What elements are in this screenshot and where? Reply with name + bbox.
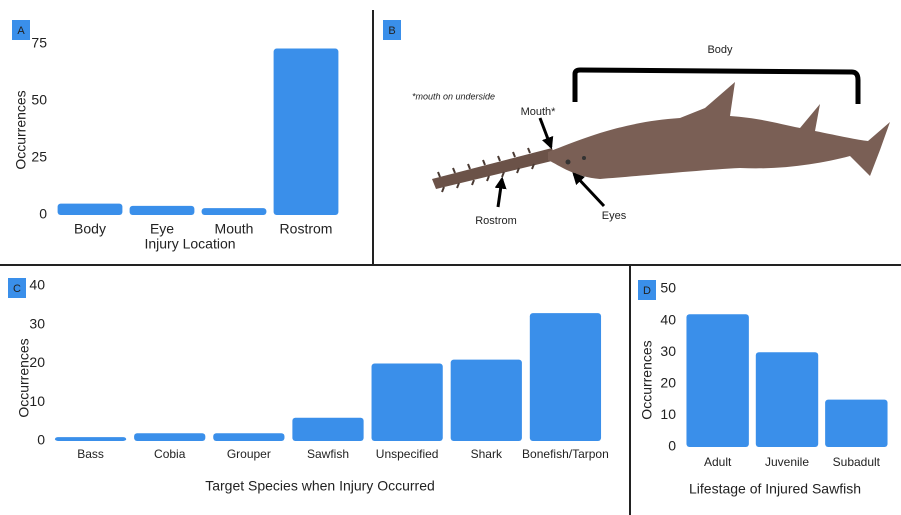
bar xyxy=(825,400,887,447)
bar xyxy=(213,433,284,441)
x-tick-label: Subadult xyxy=(833,455,881,469)
x-tick-label: Shark xyxy=(471,447,503,461)
y-tick-label: 20 xyxy=(29,354,45,370)
x-tick-label: Bass xyxy=(77,447,104,461)
panel-label: A xyxy=(17,25,25,37)
panel-label: C xyxy=(13,283,21,295)
bar xyxy=(292,418,363,441)
x-tick-label: Grouper xyxy=(227,447,271,461)
bar xyxy=(756,352,818,447)
x-tick-label: Body xyxy=(74,221,106,237)
x-tick-label: Mouth xyxy=(215,221,254,237)
bar xyxy=(202,208,267,215)
y-tick-label: 50 xyxy=(31,92,47,108)
x-tick-label: Rostrom xyxy=(280,221,333,237)
x-axis-title: Injury Location xyxy=(144,236,235,252)
y-tick-label: 10 xyxy=(29,393,45,409)
x-tick-label: Unspecified xyxy=(376,447,439,461)
bar xyxy=(134,433,205,441)
sawfish-eye xyxy=(582,156,586,160)
y-tick-label: 40 xyxy=(660,311,676,327)
x-tick-label: Eye xyxy=(150,221,174,237)
figure: B Body *mouth on underside Mouth* Rostro… xyxy=(0,0,901,515)
y-tick-label: 75 xyxy=(31,35,47,51)
bar xyxy=(451,360,522,441)
y-tick-label: 20 xyxy=(660,375,676,391)
y-axis-title: Occurrences xyxy=(16,338,32,417)
x-tick-label: Bonefish/Tarpon xyxy=(522,447,609,461)
x-axis-title: Lifestage of Injured Sawfish xyxy=(689,481,861,497)
y-tick-label: 40 xyxy=(29,277,45,293)
y-tick-label: 30 xyxy=(29,315,45,331)
mouth-label: Mouth* xyxy=(521,106,557,118)
bar xyxy=(274,49,339,215)
y-axis-title: Occurrences xyxy=(13,90,29,169)
y-tick-label: 0 xyxy=(668,438,676,454)
bar xyxy=(130,206,195,215)
bar xyxy=(58,204,123,215)
x-axis-title: Target Species when Injury Occurred xyxy=(205,478,435,494)
bar xyxy=(686,314,748,447)
y-tick-label: 50 xyxy=(660,280,676,296)
y-tick-label: 0 xyxy=(37,432,45,448)
y-tick-label: 25 xyxy=(31,149,47,165)
eyes-label: Eyes xyxy=(602,210,627,222)
bar xyxy=(530,313,601,441)
y-tick-label: 0 xyxy=(39,206,47,222)
y-tick-label: 10 xyxy=(660,406,676,422)
y-axis-title: Occurrences xyxy=(639,340,655,419)
bar xyxy=(372,364,443,442)
panel-label: B xyxy=(388,25,395,37)
mouth-note: *mouth on underside xyxy=(412,91,495,101)
rostrom-label: Rostrom xyxy=(475,215,517,227)
sawfish-eye xyxy=(566,160,571,165)
x-tick-label: Cobia xyxy=(154,447,186,461)
y-tick-label: 30 xyxy=(660,343,676,359)
body-label: Body xyxy=(707,44,733,56)
x-tick-label: Adult xyxy=(704,455,732,469)
panel-label: D xyxy=(643,285,651,297)
x-tick-label: Sawfish xyxy=(307,447,349,461)
x-tick-label: Juvenile xyxy=(765,455,809,469)
bar xyxy=(55,437,126,441)
